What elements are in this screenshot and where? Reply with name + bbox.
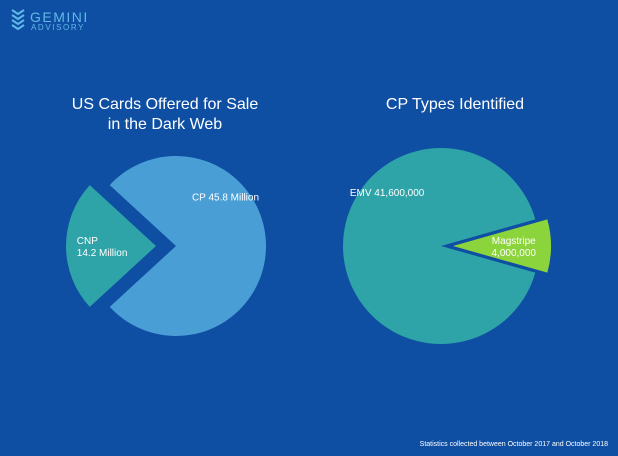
slice-label-emv: EMV 41,600,000	[350, 188, 425, 199]
chart-title-us-cards: US Cards Offered for Sale in the Dark We…	[40, 95, 290, 135]
chart-title-cp-types: CP Types Identified	[330, 95, 580, 115]
slice-label-line: Magstripe	[492, 236, 536, 247]
slice-label-line: 4,000,000	[492, 248, 537, 259]
pie-slice-magstripe	[453, 219, 551, 273]
title-line: in the Dark Web	[107, 116, 223, 133]
title-line: US Cards Offered for Sale	[71, 96, 259, 113]
slice-label-line: CNP	[77, 236, 98, 247]
footnote: Statistics collected between October 201…	[419, 441, 608, 448]
pie-slice-cp	[109, 155, 267, 336]
slice-label-line: EMV 41,600,000	[350, 188, 425, 199]
logo-wordmark: GEMINI	[30, 9, 89, 25]
chevron-stack-icon	[11, 9, 25, 31]
logo-subtitle: ADVISORY	[31, 23, 85, 32]
slice-label-line: 14.2 Million	[77, 248, 128, 259]
pie-slice-cnp	[65, 185, 156, 307]
gemini-advisory-logo: GEMINI ADVISORY	[10, 8, 100, 34]
slice-label-magstripe: Magstripe 4,000,000	[492, 236, 537, 259]
title-line: CP Types Identified	[385, 96, 525, 113]
slice-label-cnp: CNP 14.2 Million	[77, 236, 128, 259]
pie-slice-emv	[343, 147, 536, 344]
slice-label-cp: CP 45.8 Million	[192, 193, 259, 204]
slice-label-line: CP 45.8 Million	[192, 193, 259, 204]
